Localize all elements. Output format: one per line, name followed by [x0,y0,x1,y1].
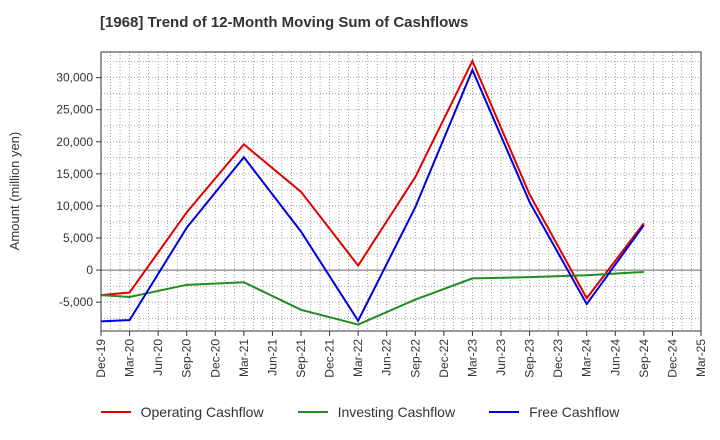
x-tick-label: Mar-22 [351,339,365,377]
x-tick-label: Dec-19 [94,339,108,378]
chart-title: [1968] Trend of 12-Month Moving Sum of C… [100,14,469,31]
x-tick-label: Mar-23 [465,339,479,377]
y-axis-title: Amount (million yen) [7,132,22,251]
legend-label: Free Cashflow [529,404,620,420]
grid-lines [100,52,702,331]
x-tick-label: Dec-20 [208,339,222,378]
x-tick-label: Jun-21 [265,339,279,376]
investing-cashflow-line [100,270,644,326]
x-tick-label: Sep-24 [637,339,651,378]
legend-item-free-cashflow: Free Cashflow [489,404,619,420]
x-tick-label: Dec-21 [323,339,337,378]
y-tick-label: 30,000 [56,71,93,85]
axes: -5,000 0 5,000 10,000 15,000 20,000 25,000 30,0… [56,51,708,378]
x-tick-label: Mar-20 [123,339,137,377]
y-tick-label: -5,000 [59,295,93,309]
x-tick-label: Sep-22 [408,339,422,378]
x-tick-label: Jun-22 [380,339,394,376]
legend-item-operating-cashflow: Operating Cashflow [100,404,264,420]
legend-label: Investing Cashflow [337,404,456,420]
x-tick-label: Dec-23 [551,339,565,378]
series-lines [100,58,645,326]
y-tick-label: 20,000 [56,135,93,149]
x-tick-label: Dec-24 [665,339,679,378]
free-cashflow-line [100,67,645,323]
x-tick-label: Sep-20 [180,339,194,378]
x-tick-label: Sep-23 [523,339,537,378]
x-tick-label: Mar-24 [580,339,594,377]
y-tick-label: 5,000 [63,231,93,245]
y-tick-label: 10,000 [56,199,93,213]
x-tick-label: Jun-23 [494,339,508,376]
y-tick-label: 0 [86,263,93,277]
x-tick-label: Mar-21 [237,339,251,377]
legend-label: Operating Cashflow [140,404,264,420]
x-tick-label: Jun-20 [151,339,165,376]
legend-swatch [297,411,328,413]
plot-frame [100,51,702,332]
legend-item-investing-cashflow: Investing Cashflow [297,404,456,420]
x-tick-label: Dec-22 [437,339,451,378]
legend-swatch [489,411,520,413]
x-tick-label: Jun-24 [608,339,622,376]
y-tick-label: 25,000 [56,103,93,117]
x-tick-label: Mar-25 [694,339,708,377]
x-tick-label: Sep-21 [294,339,308,378]
legend-swatch [100,411,131,413]
y-tick-label: 15,000 [56,167,93,181]
operating-cashflow-line [100,58,645,301]
chart-legend: Operating Cashflow Investing Cashflow Free… [0,404,720,420]
